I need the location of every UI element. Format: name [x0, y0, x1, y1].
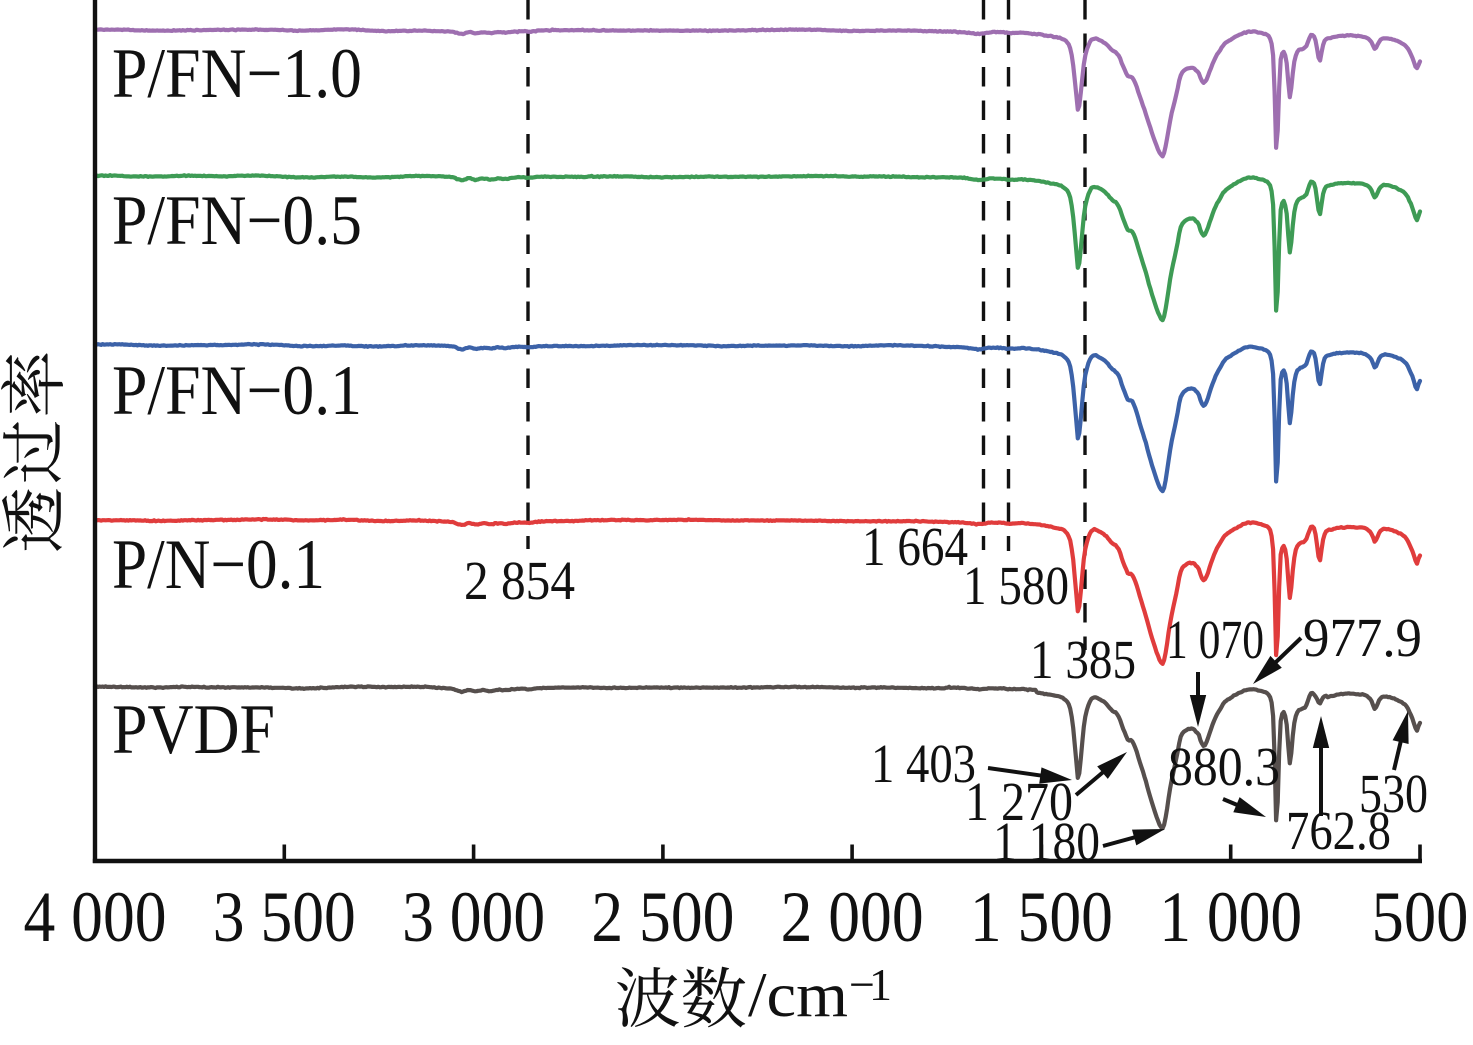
svg-text:2 500: 2 500	[591, 877, 734, 957]
svg-text:P/N−0.1: P/N−0.1	[112, 526, 325, 604]
svg-text:P/FN−0.1: P/FN−0.1	[112, 352, 362, 430]
svg-text:880.3: 880.3	[1168, 736, 1280, 797]
svg-text:1 403: 1 403	[871, 733, 976, 794]
svg-text:1 180: 1 180	[993, 811, 1100, 872]
svg-text:977.9: 977.9	[1303, 607, 1422, 668]
svg-text:PVDF: PVDF	[112, 691, 275, 769]
svg-text:1 070: 1 070	[1166, 609, 1264, 670]
svg-text:P/FN−0.5: P/FN−0.5	[112, 182, 362, 260]
svg-text:500: 500	[1372, 877, 1469, 957]
svg-text:3 000: 3 000	[402, 877, 545, 957]
svg-text:1: 1	[869, 959, 892, 1010]
svg-text:530: 530	[1359, 763, 1428, 824]
svg-text:1 385: 1 385	[1030, 629, 1136, 690]
svg-text:1 580: 1 580	[963, 555, 1069, 616]
svg-text:−: −	[849, 959, 875, 1010]
svg-text:2 000: 2 000	[781, 877, 924, 957]
svg-text:3 500: 3 500	[213, 877, 356, 957]
svg-text:1 500: 1 500	[970, 877, 1113, 957]
svg-text:/cm: /cm	[748, 959, 848, 1030]
svg-text:2 854: 2 854	[464, 550, 575, 611]
svg-text:1 664: 1 664	[862, 516, 968, 577]
svg-text:762.8: 762.8	[1286, 800, 1391, 861]
svg-text:4 000: 4 000	[24, 877, 167, 957]
svg-text:P/FN−1.0: P/FN−1.0	[112, 35, 362, 113]
svg-text:1 000: 1 000	[1159, 877, 1302, 957]
